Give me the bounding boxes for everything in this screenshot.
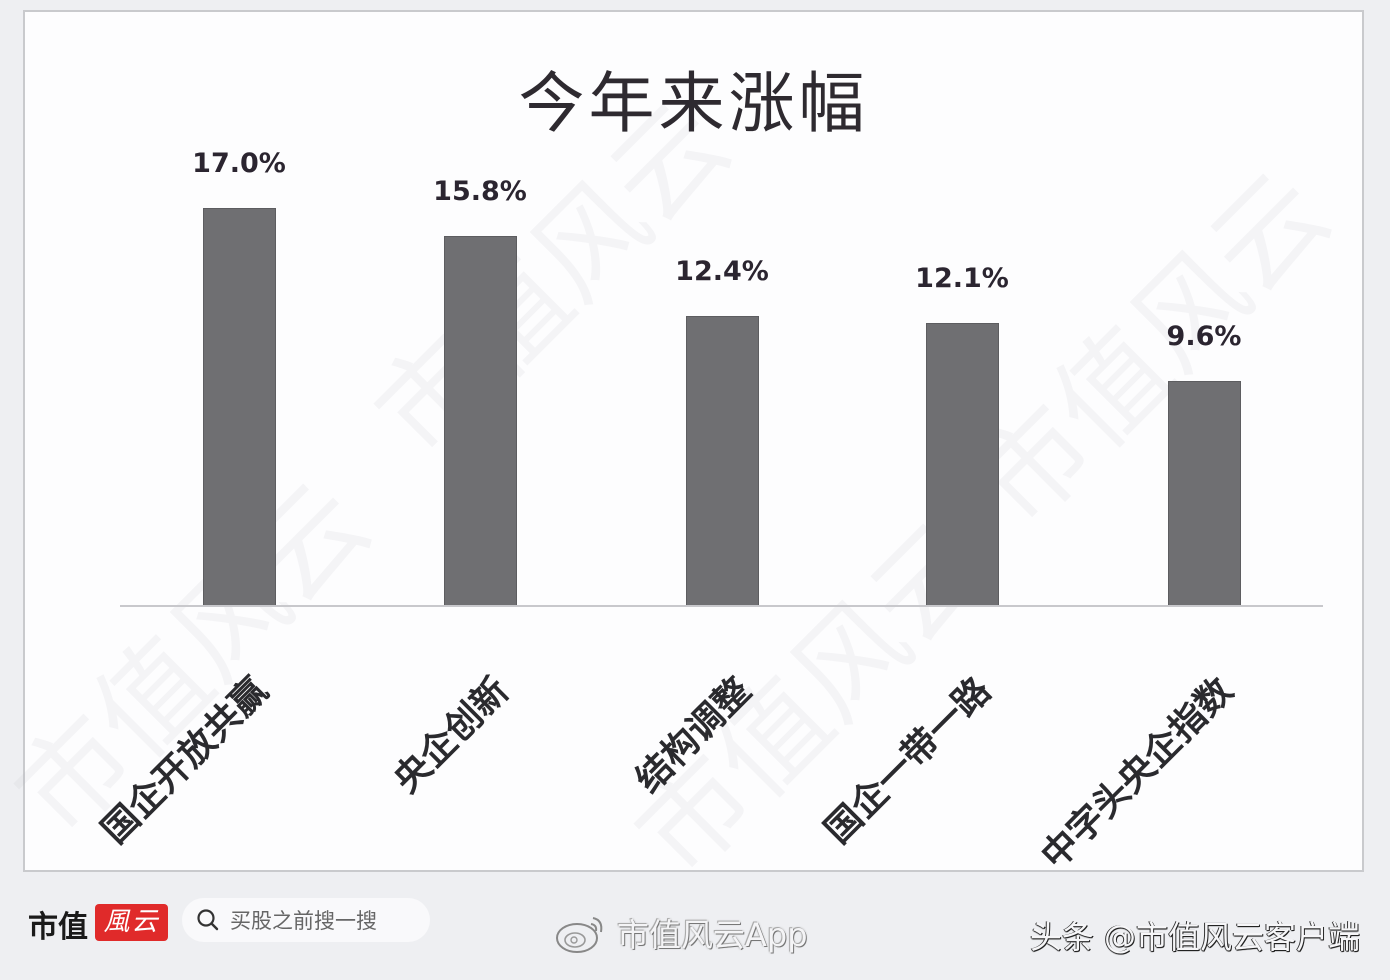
bar-value-label: 9.6%: [1166, 321, 1242, 352]
chart-title: 今年来涨幅: [518, 65, 869, 142]
x-axis-category-label: 央企创新: [385, 669, 517, 801]
bar-value-label: 12.4%: [675, 256, 769, 287]
search-icon: [197, 909, 219, 931]
bar: [443, 236, 517, 606]
x-axis-category-label: 国企开放共赢: [93, 669, 276, 852]
weibo-text: 市值风云App: [617, 916, 808, 954]
x-axis-category-label: 国企一带一路: [816, 669, 999, 852]
footer-bar: 市值 風云 买股之前搜一搜 市值风云App 头条 @市值风云客户端: [0, 880, 1390, 980]
x-axis-category-label: 中字头央企指数: [1033, 669, 1241, 878]
brand-logo-text: 市值: [28, 910, 88, 945]
search-box[interactable]: 买股之前搜一搜: [182, 898, 430, 942]
bar: [1167, 381, 1241, 606]
bar-value-label: 17.0%: [192, 148, 286, 179]
chart-panel: 市值风云 市值风云 市值风云 市值风云 今年来涨幅 17.0% 国企开放共赢 15.…: [0, 10, 1364, 900]
brand-logo-badge: 風云: [95, 904, 168, 941]
bar-value-label: 15.8%: [433, 176, 527, 207]
bar: [202, 208, 276, 606]
bar: [685, 316, 759, 606]
bar-value-label: 12.1%: [915, 263, 1009, 294]
weibo-watermark: 市值风云App: [553, 910, 808, 956]
bar: [925, 323, 999, 606]
x-axis-line: [120, 605, 1323, 607]
toutiao-attribution: 头条 @市值风云客户端: [1029, 918, 1360, 956]
search-placeholder: 买股之前搜一搜: [230, 909, 377, 933]
watermark: 市值风云: [0, 458, 393, 860]
weibo-icon: [556, 917, 603, 953]
x-axis-category-label: 结构调整: [627, 669, 759, 801]
